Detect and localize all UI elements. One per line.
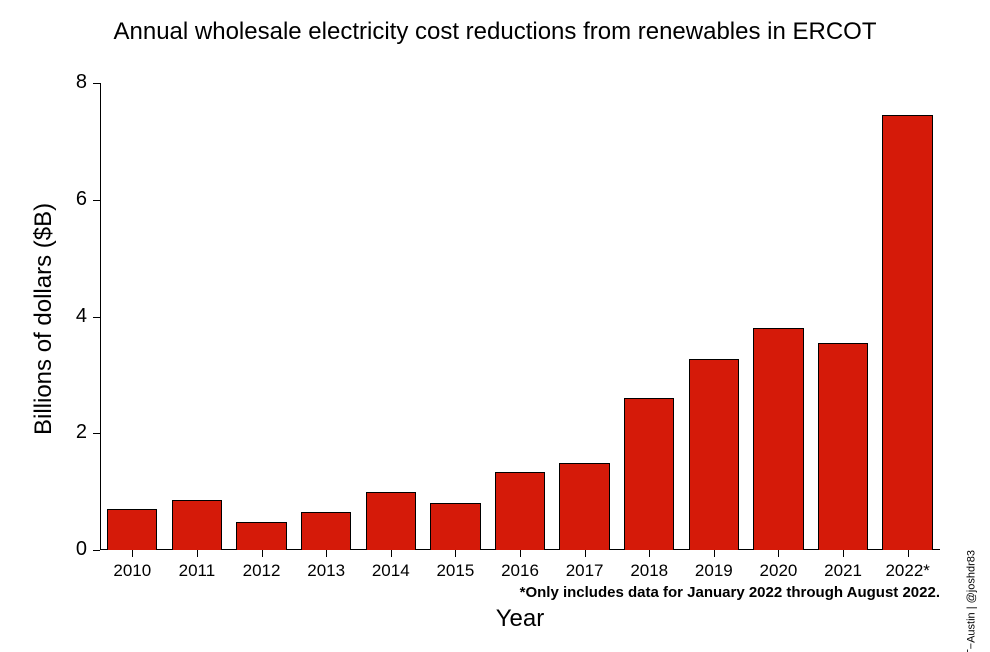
bar <box>689 359 739 550</box>
bar <box>624 398 674 550</box>
x-tick <box>585 550 586 557</box>
y-tick-label: 0 <box>47 538 87 561</box>
bar <box>559 463 609 551</box>
x-tick-label: 2022* <box>875 561 940 581</box>
x-tick <box>326 550 327 557</box>
bar <box>366 492 416 550</box>
y-tick-label: 6 <box>47 188 87 211</box>
x-tick-label: 2017 <box>552 561 617 581</box>
x-tick-label: 2012 <box>229 561 294 581</box>
x-tick-label: 2011 <box>165 561 230 581</box>
y-tick-label: 8 <box>47 71 87 94</box>
x-tick-label: 2015 <box>423 561 488 581</box>
x-tick <box>391 550 392 557</box>
chart-credit: Joshua D. Rhodes, PhD | IdeaSmiths LLC &… <box>966 550 978 652</box>
bar <box>236 522 286 550</box>
x-tick-label: 2019 <box>682 561 747 581</box>
y-tick <box>93 550 100 551</box>
x-tick-label: 2014 <box>358 561 423 581</box>
x-tick <box>197 550 198 557</box>
x-tick <box>778 550 779 557</box>
x-tick-label: 2020 <box>746 561 811 581</box>
x-tick <box>132 550 133 557</box>
x-tick <box>262 550 263 557</box>
x-tick <box>908 550 909 557</box>
y-tick <box>93 83 100 84</box>
y-tick-label: 2 <box>47 421 87 444</box>
bar <box>818 343 868 550</box>
y-tick <box>93 433 100 434</box>
x-tick <box>649 550 650 557</box>
x-tick-label: 2021 <box>811 561 876 581</box>
chart-title: Annual wholesale electricity cost reduct… <box>0 18 990 46</box>
y-axis-line <box>100 83 101 550</box>
x-tick <box>714 550 715 557</box>
x-tick <box>455 550 456 557</box>
x-tick-label: 2010 <box>100 561 165 581</box>
bar <box>430 503 480 550</box>
bar <box>172 500 222 550</box>
chart-container: Annual wholesale electricity cost reduct… <box>0 0 990 652</box>
x-tick-label: 2016 <box>488 561 553 581</box>
y-tick-label: 4 <box>47 305 87 328</box>
y-tick <box>93 200 100 201</box>
bar <box>753 328 803 550</box>
chart-footnote: *Only includes data for January 2022 thr… <box>100 584 940 601</box>
x-tick <box>843 550 844 557</box>
x-axis-label: Year <box>100 605 940 633</box>
bar <box>495 472 545 550</box>
x-tick-label: 2018 <box>617 561 682 581</box>
bar <box>301 512 351 551</box>
y-tick <box>93 317 100 318</box>
plot-area: 0246820102011201220132014201520162017201… <box>100 60 940 550</box>
x-tick <box>520 550 521 557</box>
x-tick-label: 2013 <box>294 561 359 581</box>
bar <box>107 509 157 550</box>
bar <box>882 115 932 550</box>
